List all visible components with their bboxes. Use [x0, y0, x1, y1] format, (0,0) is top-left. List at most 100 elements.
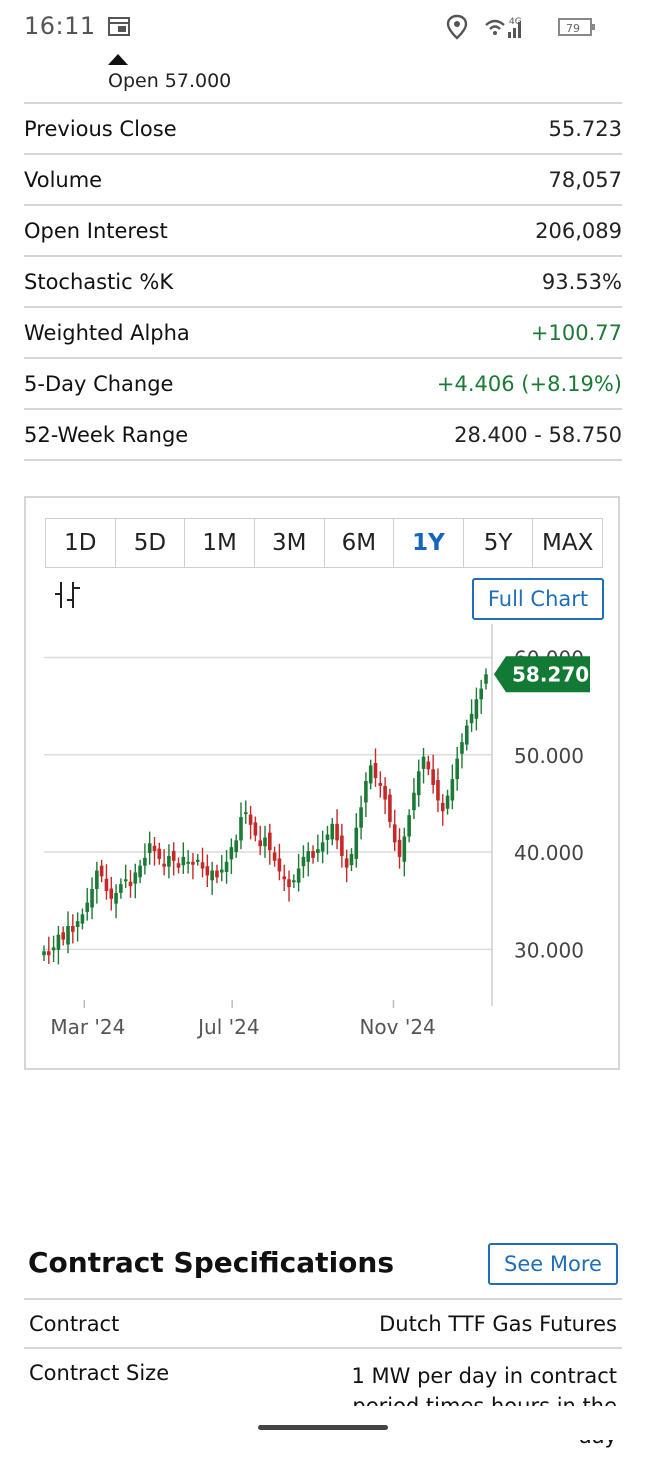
candle-body [460, 742, 464, 754]
candle-body [157, 848, 162, 859]
candle-body [263, 837, 267, 847]
candle-body [205, 866, 210, 876]
tab-5y[interactable]: 5Y [464, 519, 534, 567]
candle-body [272, 852, 277, 861]
candle-body [90, 889, 94, 908]
candle-body [51, 947, 56, 951]
battery-icon: 79 [558, 18, 595, 36]
candle-body [176, 863, 181, 868]
candle-body [253, 822, 258, 836]
candle-body [474, 699, 479, 719]
candle-body [66, 926, 70, 945]
candle-body [224, 861, 229, 872]
see-more-button[interactable]: See More [488, 1243, 618, 1285]
candle-body [402, 836, 407, 862]
stat-row: Previous Close 55.723 [24, 104, 622, 155]
candle-body [171, 851, 176, 861]
candle-body [364, 781, 368, 803]
candle-body [85, 902, 90, 912]
candle-body [114, 892, 118, 904]
status-bar: 16:11 4G 79 [0, 0, 646, 56]
candle-body [392, 824, 397, 843]
candle-body [397, 839, 402, 857]
candle-body [301, 856, 306, 867]
gesture-area [0, 1406, 646, 1440]
candlestick-chart-icon[interactable] [53, 580, 81, 610]
tab-1m[interactable]: 1M [185, 519, 255, 567]
candle-body [210, 870, 214, 881]
candle-body [306, 851, 311, 862]
tab-5d[interactable]: 5D [116, 519, 186, 567]
contract-specs-title: Contract Specifications [28, 1246, 394, 1279]
last-price-badge [494, 656, 590, 693]
candle-body [119, 884, 123, 893]
candle-body [234, 840, 238, 853]
last-price-label: 58.270 [512, 662, 589, 686]
candle-body [61, 932, 66, 940]
stat-row: Weighted Alpha +100.77 [24, 308, 622, 359]
tab-3m[interactable]: 3M [255, 519, 325, 567]
candle-body [469, 713, 474, 724]
candle-body [239, 817, 243, 841]
candle-body [186, 861, 190, 864]
stat-row: 52-Week Range 28.400 - 58.750 [24, 410, 622, 461]
stat-value: 28.400 - 58.750 [454, 422, 622, 447]
tab-6m[interactable]: 6M [325, 519, 395, 567]
open-price-label: Open 57.000 [108, 70, 232, 92]
candle-body [316, 849, 320, 854]
candle-body [167, 855, 171, 867]
tab-max[interactable]: MAX [542, 530, 594, 556]
wifi-signal-icon: 4G [485, 17, 522, 38]
stat-value: 206,089 [535, 218, 622, 243]
tab-1d[interactable]: 1D [46, 519, 116, 567]
stat-value: +4.406 (+8.19%) [436, 371, 622, 396]
candle-body [109, 888, 114, 899]
spec-row-contract: Contract Dutch TTF Gas Futures [24, 1300, 622, 1349]
y-tick-label: 40.000 [514, 841, 584, 865]
gesture-nav-pill[interactable] [258, 1425, 388, 1430]
battery-level: 79 [566, 22, 580, 35]
stat-label: Weighted Alpha [24, 320, 190, 345]
stat-row: Volume 78,057 [24, 155, 622, 206]
spec-value: Dutch TTF Gas Futures [379, 1311, 617, 1336]
stat-value: 93.53% [541, 269, 622, 294]
candle-body [431, 769, 435, 785]
stat-label: 5-Day Change [24, 371, 174, 396]
stat-label: Stochastic %K [24, 269, 174, 294]
candle-body [71, 926, 75, 932]
candle-body [75, 921, 80, 927]
full-chart-button[interactable]: Full Chart [472, 578, 604, 620]
candle-body [421, 756, 426, 769]
x-tick-label: Mar '24 [50, 1015, 125, 1039]
candle-body [368, 765, 373, 784]
candle-body [268, 832, 272, 851]
tab-1y[interactable]: 1Y [394, 519, 464, 567]
x-tick-label: Jul '24 [196, 1015, 259, 1039]
candle-body [344, 858, 349, 868]
candle-body [407, 815, 411, 837]
spec-label: Contract Size [29, 1361, 170, 1385]
candle-body [258, 840, 262, 847]
calendar-icon [108, 17, 130, 36]
candle-body [426, 761, 431, 770]
candle-body [484, 674, 488, 684]
candle-body [282, 876, 287, 880]
candle-body [455, 758, 459, 780]
candle-body [42, 951, 46, 956]
stat-value: +100.77 [530, 320, 622, 345]
candle-body [373, 763, 378, 779]
candle-body [229, 847, 234, 860]
candle-body [123, 879, 128, 882]
stat-row: 5-Day Change +4.406 (+8.19%) [24, 359, 622, 410]
candle-body [311, 851, 315, 858]
stat-label: 52-Week Range [24, 422, 189, 447]
candle-body [191, 861, 195, 865]
candle-body [56, 934, 61, 950]
candle-body [320, 842, 325, 852]
candle-body [200, 862, 205, 869]
location-icon [446, 14, 468, 40]
candle-body [445, 795, 450, 809]
candle-body [440, 802, 445, 812]
candle-body [162, 863, 166, 867]
